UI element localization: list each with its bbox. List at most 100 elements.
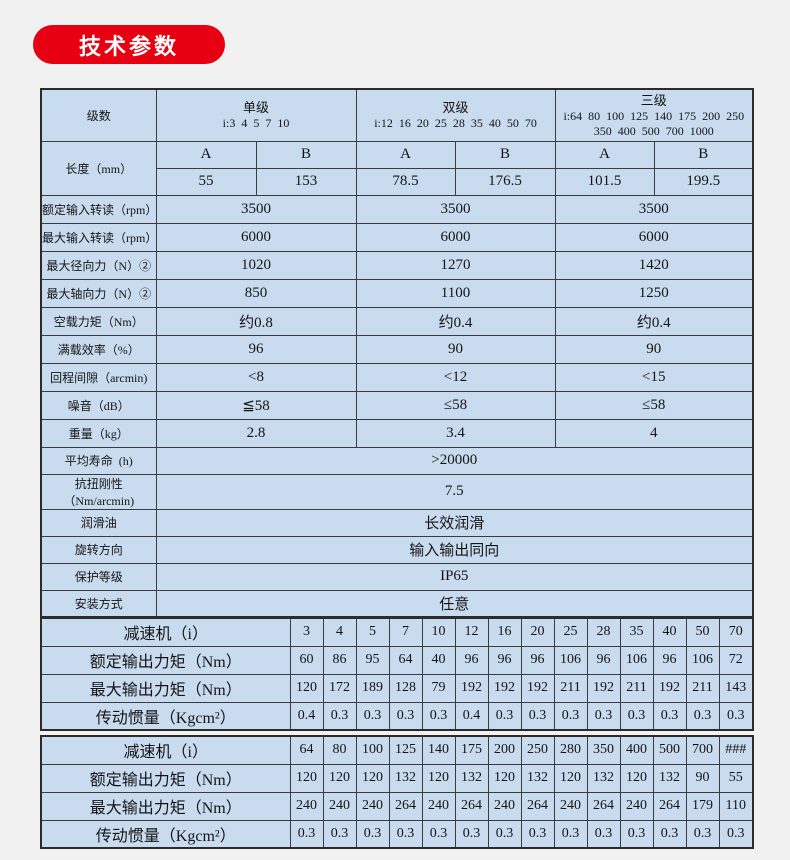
- ratio-cell: 100: [355, 735, 390, 765]
- spec-row: 最大径向力（N）② 1020 1270 1420: [40, 250, 754, 280]
- ratio-cell: 3: [289, 617, 324, 647]
- ratio-cell: 240: [619, 791, 654, 821]
- ratio-cell: 106: [685, 645, 720, 675]
- ratio-cell: 128: [388, 673, 423, 703]
- ratio-cell: 0.3: [652, 701, 687, 731]
- spec-merged-row: 润滑油 长效润滑: [40, 508, 754, 537]
- stage-name: 三级: [640, 92, 667, 108]
- ratio-row: 额定输出力矩（Nm） 60 86 95 64 40 96 96 96 106 9…: [40, 645, 754, 675]
- ratio-cell: 179: [685, 791, 720, 821]
- ratio-cell: 28: [586, 617, 621, 647]
- row-label: 噪音（dB）: [40, 390, 157, 420]
- ratio-cell: 240: [421, 791, 456, 821]
- row-label-stages: 级数: [40, 88, 157, 142]
- ratio-cell: 189: [355, 673, 390, 703]
- row-label: 最大输出力矩（Nm）: [40, 673, 291, 703]
- spec-value: 850: [155, 278, 357, 308]
- ratio-row: 最大输出力矩（Nm） 120 172 189 128 79 192 192 19…: [40, 673, 754, 703]
- ratio-row: 减速机（i） 3 4 5 7 10 12 16 20 25 28 35 40 5…: [40, 617, 754, 647]
- spec-merged-row: 旋转方向 输入输出同向: [40, 535, 754, 564]
- ratio-cell: 0.3: [322, 701, 357, 731]
- ratio-cell: 240: [355, 791, 390, 821]
- length-value: 55: [155, 167, 257, 196]
- spec-merged-row: 保护等级 IP65: [40, 562, 754, 591]
- spec-row: 空载力矩（Nm） 约0.8 约0.4 约0.4: [40, 306, 754, 336]
- length-value: 199.5: [653, 167, 754, 196]
- stage-name: 双级: [442, 100, 469, 116]
- ratio-cell: 120: [487, 763, 522, 793]
- row-label-length: 长度（mm）: [40, 140, 157, 196]
- spec-value: <15: [554, 362, 754, 392]
- spec-value: 3.4: [355, 418, 556, 448]
- row-label: 最大输入转读（rpm）: [40, 222, 157, 252]
- spec-value: 2.8: [155, 418, 357, 448]
- spec-value: 1270: [355, 250, 556, 280]
- ratio-cell: 0.3: [421, 819, 456, 849]
- spec-table: 级数 单级 i:3 4 5 7 10 双级 i:12 16 20 25 28 3…: [40, 88, 755, 618]
- ratio-cell: 120: [289, 763, 324, 793]
- ratio-cell: 240: [322, 791, 357, 821]
- spec-row: 噪音（dB） ≦58 ≤58 ≤58: [40, 390, 754, 420]
- spec-value: 1100: [355, 278, 556, 308]
- stage-ratios: i:12 16 20 25 28 35 40 50 70: [374, 116, 537, 131]
- ratio-cell: 40: [652, 617, 687, 647]
- ratio-cell: 132: [520, 763, 555, 793]
- ratio-cell: 280: [553, 735, 588, 765]
- row-label: 回程间隙（arcmin): [40, 362, 157, 392]
- ratio-cell: 500: [652, 735, 687, 765]
- ratio-cell: 0.3: [619, 701, 654, 731]
- row-label: 旋转方向: [40, 535, 157, 564]
- stage-row: 级数 单级 i:3 4 5 7 10 双级 i:12 16 20 25 28 3…: [40, 88, 754, 142]
- spec-value: 约0.4: [355, 306, 556, 336]
- spec-value: >20000: [155, 446, 754, 475]
- row-label: 额定输出力矩（Nm）: [40, 645, 291, 675]
- row-label: 保护等级: [40, 562, 157, 591]
- spec-value: ≤58: [355, 390, 556, 420]
- spec-value: 长效润滑: [155, 508, 754, 537]
- ratio-cell: 0.3: [520, 701, 555, 731]
- ratio-cell: 72: [718, 645, 754, 675]
- spec-row: 满载效率（%） 96 90 90: [40, 334, 754, 364]
- row-label: 平均寿命 (h): [40, 446, 157, 475]
- row-label: 重量（kg）: [40, 418, 157, 448]
- row-label: 减速机（i）: [40, 735, 291, 765]
- ratio-cell: 140: [421, 735, 456, 765]
- ratio-row: 减速机（i） 64 80 100 125 140 175 200 250 280…: [40, 735, 754, 765]
- ratio-cell: 96: [520, 645, 555, 675]
- stage-ratios: i:3 4 5 7 10: [222, 116, 290, 131]
- row-label: 满载效率（%）: [40, 334, 157, 364]
- ratio-cell: 132: [454, 763, 489, 793]
- ratio-cell: 60: [289, 645, 324, 675]
- ratio-cell: 96: [652, 645, 687, 675]
- col-header-b: B: [454, 140, 556, 169]
- spec-value: 约0.8: [155, 306, 357, 336]
- ratio-cell: 264: [388, 791, 423, 821]
- ratio-cell: 143: [718, 673, 754, 703]
- ratio-cell: ###: [718, 735, 754, 765]
- ratio-cell: 175: [454, 735, 489, 765]
- row-label: 最大径向力（N）②: [40, 250, 157, 280]
- spec-row: 额定输入转读（rpm） 3500 3500 3500: [40, 194, 754, 224]
- ratio-cell: 106: [619, 645, 654, 675]
- ratio-cell: 200: [487, 735, 522, 765]
- ratio-cell: 264: [454, 791, 489, 821]
- ratio-cell: 172: [322, 673, 357, 703]
- ratio-cell: 79: [421, 673, 456, 703]
- spec-value: ≦58: [155, 390, 357, 420]
- ratio-cell: 0.3: [553, 701, 588, 731]
- length-value: 176.5: [454, 167, 556, 196]
- spec-merged-row: 抗扭刚性（Nm/arcmin) 7.5: [40, 473, 754, 510]
- ratio-cell: 264: [586, 791, 621, 821]
- ratio-cell: 0.3: [388, 819, 423, 849]
- ratio-cell: 4: [322, 617, 357, 647]
- ratio-cell: 0.4: [454, 701, 489, 731]
- ratio-table-high: 减速机（i） 64 80 100 125 140 175 200 250 280…: [40, 735, 754, 849]
- ratio-row: 传动惯量（Kgcm²） 0.3 0.3 0.3 0.3 0.3 0.3 0.3 …: [40, 819, 754, 849]
- ratio-cell: 192: [520, 673, 555, 703]
- ratio-cell: 120: [289, 673, 324, 703]
- spec-value: 1420: [554, 250, 754, 280]
- spec-value: 7.5: [155, 473, 754, 510]
- ratio-cell: 0.3: [454, 819, 489, 849]
- ratio-cell: 0.3: [355, 701, 390, 731]
